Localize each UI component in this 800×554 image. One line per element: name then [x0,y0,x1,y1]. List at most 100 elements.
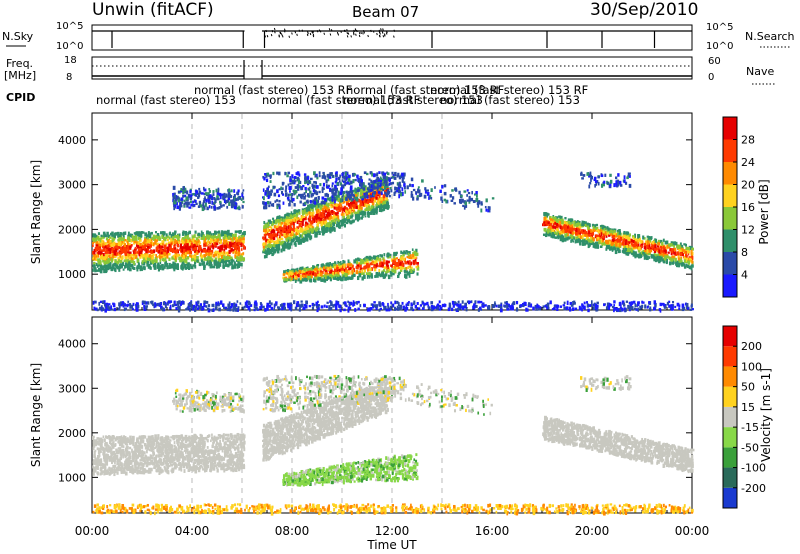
data-cell [387,253,390,257]
data-cell [305,230,308,234]
data-cell [332,211,335,214]
data-cell [331,194,334,199]
data-cell [267,187,269,190]
data-cell [327,267,330,271]
data-cell [266,224,269,228]
data-cell [304,181,306,185]
data-cell [657,239,661,243]
data-cell [360,188,363,193]
data-cell [331,275,334,279]
data-cell [345,176,348,181]
data-cell [111,231,114,236]
data-cell [167,241,171,244]
data-cell [236,230,240,233]
data-cell [329,269,333,274]
data-cell [266,247,269,252]
data-cell [160,231,163,235]
data-cell [212,238,215,241]
data-cell [242,196,245,200]
data-cell [313,278,317,283]
data-cell [343,200,346,204]
data-cell [143,257,147,261]
data-cell [262,250,265,254]
data-cell [406,250,409,255]
data-cell [139,248,142,252]
data-cell [148,246,151,249]
data-cell [319,217,323,221]
data-cell [186,190,189,195]
data-cell [174,264,178,269]
data-cell [397,266,400,270]
data-cell [161,240,164,243]
data-cell [393,269,397,274]
data-cell [105,258,108,263]
data-cell [416,265,420,269]
data-cell [350,190,354,194]
data-cell [285,231,288,234]
data-cell [168,262,171,267]
data-cell [262,206,265,209]
nsky-noise [271,30,274,33]
data-cell [368,211,371,215]
data-cell [288,276,291,280]
data-cell [287,222,290,226]
data-cell [176,264,179,269]
data-cell [164,250,167,253]
data-cell [281,181,284,186]
data-cell [128,255,131,260]
data-cell [374,183,378,188]
nsky-noise [309,32,312,36]
data-cell [299,239,302,245]
nsky-trace [92,27,692,48]
data-cell [300,186,304,191]
data-cell [147,265,151,269]
data-cell [122,236,125,240]
data-cell [126,240,129,246]
data-cell [294,180,297,183]
data-cell [208,232,210,236]
data-cell [198,248,202,252]
data-cell [650,236,653,240]
nsky-noise [393,29,396,32]
data-cell [271,252,274,257]
data-cell [294,186,298,189]
data-cell [188,206,192,209]
data-cell [183,248,186,253]
data-cell [158,254,162,259]
data-cell [354,178,357,182]
data-cell [166,238,169,242]
data-cell [116,265,120,270]
data-cell [388,194,391,198]
data-cell [184,239,188,243]
data-cell [365,204,368,208]
data-cell [364,187,368,191]
data-cell [395,265,398,268]
data-cell [203,192,206,196]
data-cell [205,237,207,241]
data-cell [116,252,119,255]
data-cell [204,242,207,246]
data-cell [149,266,152,269]
data-cell [308,186,311,190]
data-cell [388,179,391,183]
data-cell [147,263,151,267]
data-cell [107,258,111,262]
data-cell [201,262,204,266]
data-cell [358,273,362,278]
data-cell [204,249,208,254]
data-cell [302,215,305,219]
data-cell [379,179,383,183]
data-cell [327,184,330,188]
cpid-segment-3: normal (fast stereo) 153 RF [262,93,420,107]
data-cell [304,234,307,239]
data-cell [357,209,360,213]
data-cell [98,243,102,247]
data-cell [111,265,115,269]
data-cell [336,205,339,209]
data-cell [322,213,325,218]
data-cell [273,225,276,229]
data-cell [317,221,320,225]
data-cell [366,201,370,204]
data-cell [123,247,127,252]
data-cell [267,185,270,189]
